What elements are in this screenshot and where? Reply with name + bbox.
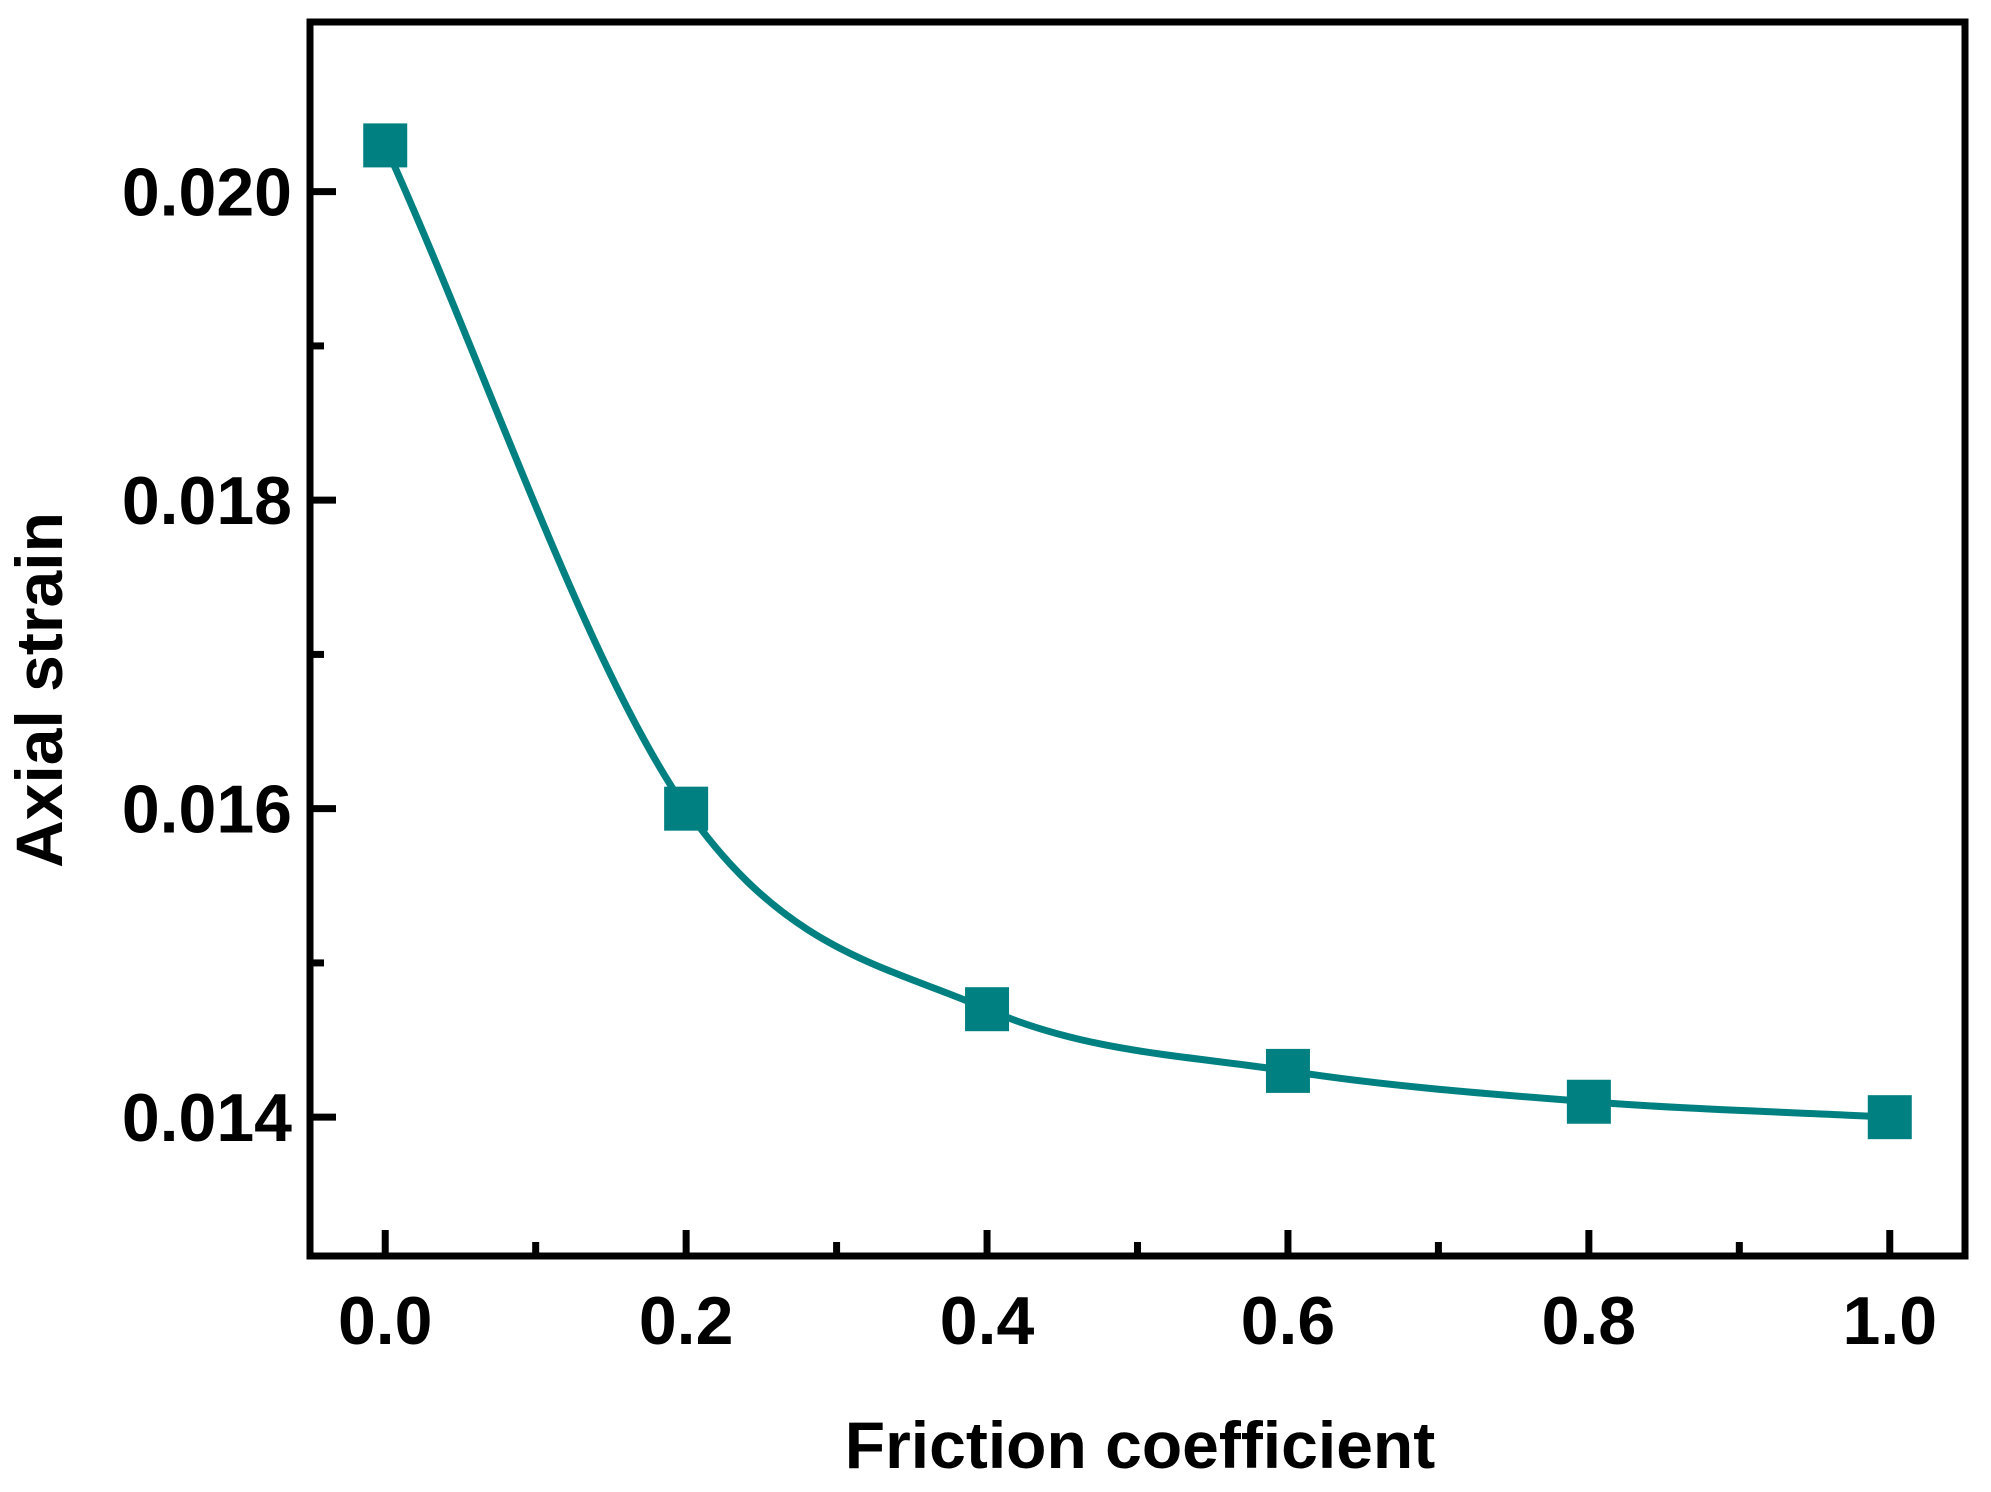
data-point-marker	[1867, 1095, 1912, 1140]
y-tick-label: 0.020	[122, 155, 292, 231]
x-tick-label: 0.2	[639, 1283, 734, 1359]
y-axis-tick-labels: 0.014 0.016 0.018 0.020	[122, 155, 292, 1157]
y-tick-label: 0.016	[122, 772, 292, 848]
y-axis-label: Axial strain	[2, 512, 76, 868]
series-line	[382, 143, 1890, 1121]
data-point-marker	[1566, 1079, 1611, 1124]
x-tick-label: 0.4	[940, 1283, 1035, 1359]
data-point-marker	[664, 786, 709, 831]
y-axis-ticks	[310, 188, 336, 1121]
data-point-marker	[363, 123, 408, 168]
x-tick-label: 0.0	[338, 1283, 433, 1359]
y-tick-label: 0.018	[122, 463, 292, 539]
x-tick-label: 0.6	[1241, 1283, 1336, 1359]
series-markers	[363, 123, 1912, 1140]
x-axis-tick-labels: 0.0 0.2 0.4 0.6 0.8 1.0	[338, 1283, 1937, 1359]
x-axis-label: Friction coefficient	[845, 1408, 1435, 1482]
data-point-marker	[1265, 1048, 1310, 1093]
plot-frame	[306, 18, 1969, 1260]
x-tick-label: 1.0	[1843, 1283, 1938, 1359]
y-tick-label: 0.014	[122, 1080, 292, 1156]
x-axis-ticks	[381, 1230, 1894, 1256]
data-point-marker	[965, 987, 1010, 1032]
x-tick-label: 0.8	[1542, 1283, 1637, 1359]
